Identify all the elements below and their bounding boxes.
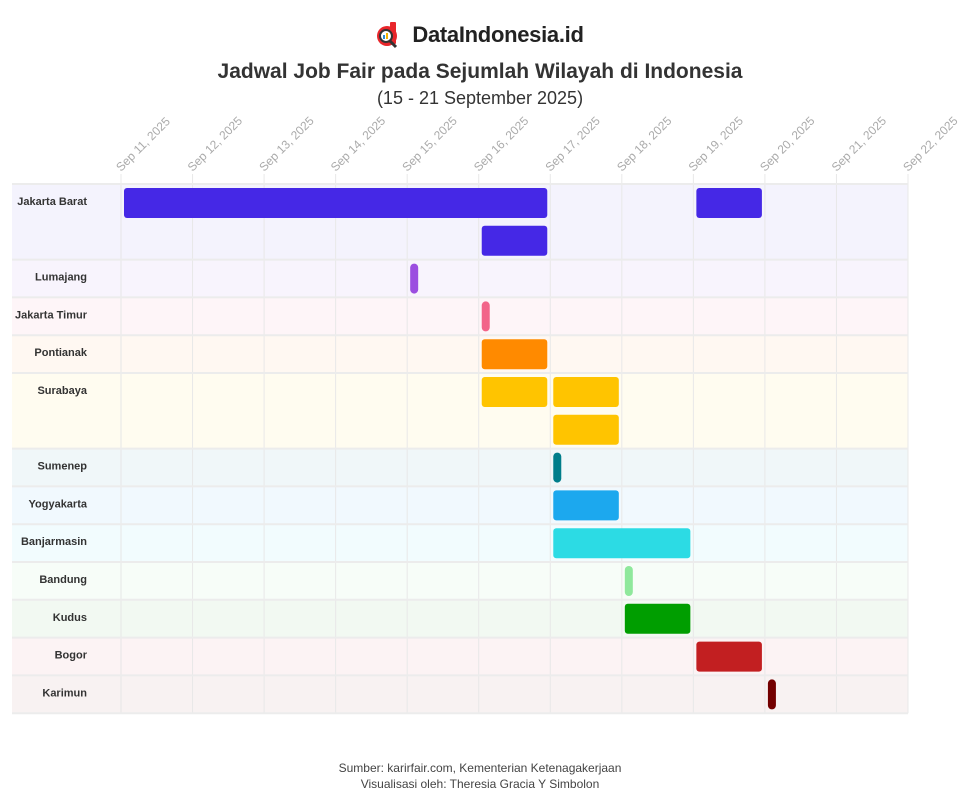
x-tick-label: Sep 14, 2025: [328, 114, 389, 175]
source-note: Sumber: karirfair.com, Kementerian Keten…: [338, 761, 622, 775]
row-label-banjarmasin: Banjarmasin: [21, 536, 87, 548]
row-background: [12, 599, 908, 638]
x-tick-label: Sep 21, 2025: [829, 114, 890, 175]
event-bar: [481, 301, 490, 332]
event-bar: [624, 603, 691, 634]
event-bar: [553, 490, 619, 521]
event-bar: [696, 641, 762, 672]
x-tick-label: Sep 12, 2025: [185, 114, 246, 175]
event-bar: [553, 452, 562, 483]
x-tick-label: Sep 15, 2025: [399, 114, 460, 175]
event-bar: [624, 566, 633, 596]
row-label-kudus: Kudus: [53, 612, 87, 624]
row-background: [12, 297, 908, 336]
x-tick-label: Sep 20, 2025: [757, 114, 818, 175]
row-label-pontianak: Pontianak: [34, 347, 87, 359]
row-label-surabaya: Surabaya: [37, 385, 87, 397]
x-tick-label: Sep 19, 2025: [686, 114, 747, 175]
brand-header: DataIndonesia.id: [0, 21, 960, 49]
x-tick-label: Sep 13, 2025: [256, 114, 317, 175]
credit-note: Visualisasi oleh: Theresia Gracia Y Simb…: [360, 777, 600, 791]
row-background: [12, 524, 908, 562]
gantt-chart: Sep 11, 2025 Sep 12, 2025 Sep 13, 2025 Sep …: [12, 114, 960, 715]
event-bar: [767, 679, 776, 710]
event-bar: [124, 188, 548, 218]
row-label-bandung: Bandung: [39, 574, 87, 586]
event-bar: [481, 377, 548, 407]
row-label-karimun: Karimun: [42, 687, 87, 699]
x-tick-label: Sep 16, 2025: [471, 114, 532, 175]
brand-name: DataIndonesia.id: [412, 22, 584, 47]
row-label-lumajang: Lumajang: [35, 272, 87, 284]
event-bar: [553, 528, 691, 559]
row-background: [12, 373, 908, 449]
row-background: [12, 259, 908, 298]
row-background: [12, 637, 908, 676]
x-tick-label: Sep 17, 2025: [542, 114, 603, 175]
magnifier-d-logo-icon: [377, 22, 398, 49]
event-bar: [696, 188, 762, 218]
chart-subtitle: (15 - 21 September 2025): [376, 88, 584, 108]
row-label-sumenep: Sumenep: [37, 461, 87, 473]
row-background: [12, 486, 908, 525]
x-tick-label: Sep 18, 2025: [614, 114, 675, 175]
chart-title: Jadwal Job Fair pada Sejumlah Wilayah di…: [217, 60, 743, 83]
event-bar: [410, 263, 419, 294]
event-bar: [553, 377, 619, 407]
event-bar: [481, 339, 548, 370]
x-tick-label: Sep 22, 2025: [900, 114, 960, 175]
x-tick-label: Sep 11, 2025: [113, 114, 173, 174]
row-label-yogyakarta: Yogyakarta: [29, 498, 88, 510]
row-background: [12, 675, 908, 714]
row-background: [12, 335, 908, 373]
row-background: [12, 448, 908, 487]
row-label-bogor: Bogor: [55, 650, 88, 662]
row-label-jakarta-barat: Jakarta Barat: [17, 196, 87, 208]
event-bar: [481, 225, 548, 256]
row-label-jakarta-timur: Jakarta Timur: [15, 309, 88, 321]
footer: Sumber: karirfair.com, Kementerian Keten…: [0, 760, 960, 792]
event-bar: [553, 414, 619, 445]
row-background: [12, 562, 908, 600]
